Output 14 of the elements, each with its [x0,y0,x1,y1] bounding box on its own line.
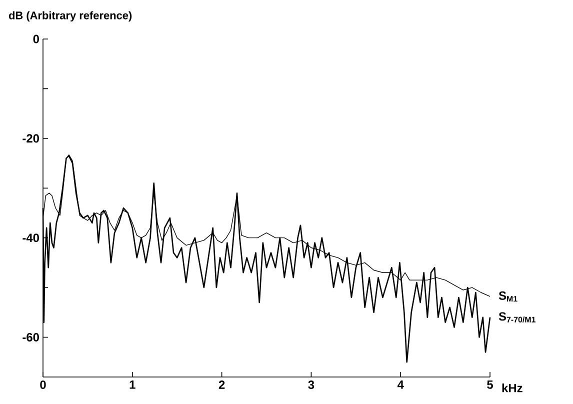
x-tick-label: 0 [40,380,46,389]
y-tick-label: 0 [33,34,39,44]
x-tick-label: 2 [218,380,225,389]
y-tick-label: -40 [22,234,39,242]
series-label: S$_{M1}$ [498,291,518,302]
x-tick-label: 1 [130,380,136,389]
x-axis-title: kHz [502,384,522,392]
y-tick-label: -60 [22,333,39,342]
x-tick-label: 4 [397,380,404,389]
y-tick-label: -20 [22,134,39,143]
y-axis-title: dB (Arbitrary reference) [8,11,132,22]
x-tick-label: 3 [308,380,314,390]
x-tick-label: 5 [487,380,493,389]
series-label: S$_{7-70/M1}$ [498,312,536,322]
